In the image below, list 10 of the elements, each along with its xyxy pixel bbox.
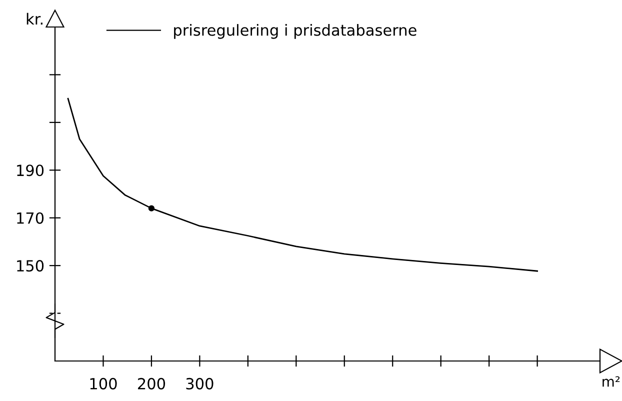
- y-axis-title: kr.: [26, 12, 42, 25]
- x-tick-label: 100: [90, 378, 117, 390]
- y-tick-label: 190: [17, 164, 44, 176]
- x-axis-title: m²: [602, 376, 620, 387]
- x-tick-label: 300: [186, 378, 214, 390]
- legend-label: prisregulering i prisdatabaserne: [174, 24, 416, 39]
- x-tick-label: 200: [138, 378, 166, 390]
- y-tick-label: 170: [17, 212, 44, 224]
- y-tick-label: 150: [17, 260, 44, 272]
- line-series: [67, 98, 538, 272]
